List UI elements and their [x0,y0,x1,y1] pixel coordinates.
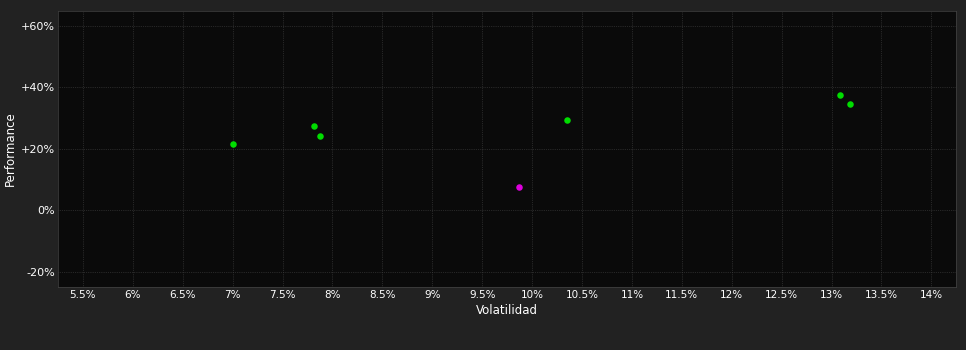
X-axis label: Volatilidad: Volatilidad [476,304,538,317]
Point [841,102,857,107]
Point [832,92,847,98]
Y-axis label: Performance: Performance [4,111,16,186]
Point [559,117,575,122]
Point [511,184,526,190]
Point [307,123,323,128]
Point [313,134,328,139]
Point [225,141,241,147]
